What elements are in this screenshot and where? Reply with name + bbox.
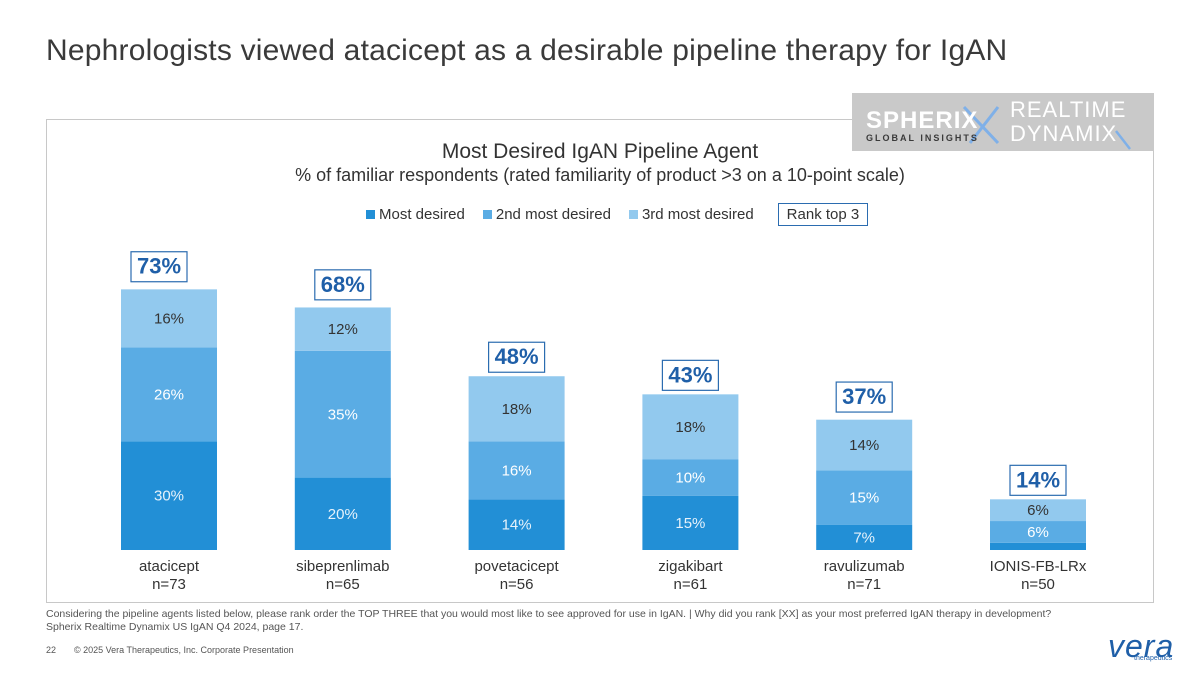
category-label: ravulizumab xyxy=(824,558,905,575)
footnote-question: Considering the pipeline agents listed b… xyxy=(46,608,1052,620)
data-label: 12% xyxy=(328,321,358,338)
bar-segment xyxy=(121,441,217,550)
data-label: 16% xyxy=(502,462,532,479)
bar-segment xyxy=(294,307,391,351)
bar-segment xyxy=(990,521,1086,543)
data-label: 20% xyxy=(328,506,358,523)
data-label: 15% xyxy=(675,515,705,532)
data-label: 7% xyxy=(853,529,875,546)
legend-label: 3rd most desired xyxy=(641,205,754,223)
bar-segment xyxy=(642,459,739,496)
total-label: 37% xyxy=(842,384,886,409)
spherix-logo: SPHERIX GLOBAL INSIGHTS REALTIME DYNAMIX xyxy=(852,93,1154,151)
chart-frame xyxy=(46,119,1154,603)
bar-segment xyxy=(294,350,391,478)
chart-subtitle: % of familiar respondents (rated familia… xyxy=(295,165,905,185)
bar-segment xyxy=(121,289,217,348)
category-label: povetacicept xyxy=(474,558,559,575)
total-label: 73% xyxy=(137,254,181,279)
legend-rank-top3: Rank top 3 xyxy=(777,202,869,226)
copyright: © 2025 Vera Therapeutics, Inc. Corporate… xyxy=(74,645,294,655)
bar-segment xyxy=(816,470,913,525)
total-box xyxy=(835,381,893,413)
total-label: 68% xyxy=(321,272,365,297)
legend-label: 2nd most desired xyxy=(495,205,611,223)
chart-legend: Most desired 2nd most desired 3rd most d… xyxy=(366,202,869,226)
data-label: 18% xyxy=(675,419,705,436)
data-label: 15% xyxy=(849,490,879,507)
logo-brand: SPHERIX xyxy=(866,107,979,134)
legend-swatch xyxy=(628,209,638,219)
data-label: 35% xyxy=(328,406,358,423)
category-label: IONIS-FB-LRx xyxy=(990,558,1087,575)
legend-label: Most desired xyxy=(379,205,465,223)
logo-brand-sub: GLOBAL INSIGHTS xyxy=(866,133,979,143)
vera-logo-sub: therapeutics xyxy=(1134,655,1173,662)
legend-swatch xyxy=(482,209,492,219)
data-label: 14% xyxy=(502,517,532,534)
sample-size-label: n=50 xyxy=(1021,576,1055,593)
bar-segment xyxy=(816,419,913,471)
total-label: 14% xyxy=(1016,467,1060,492)
logo-product-line1: REALTIME xyxy=(1010,97,1127,122)
total-box xyxy=(1009,464,1067,496)
bar-segment xyxy=(121,347,217,442)
logo-product-line2: DYNAMIX xyxy=(1010,121,1118,146)
data-label: 6% xyxy=(1027,524,1049,541)
data-label: 6% xyxy=(1027,502,1049,519)
data-label: 14% xyxy=(849,437,879,454)
bar-segment xyxy=(468,376,565,442)
total-label: 43% xyxy=(668,362,712,387)
sample-size-label: n=73 xyxy=(152,576,186,593)
x-mark-icon xyxy=(962,105,1131,150)
total-box xyxy=(488,341,546,373)
category-label: sibeprenlimab xyxy=(296,558,389,575)
vera-logo: vera xyxy=(1108,628,1175,664)
bar-segment xyxy=(468,499,565,550)
bar-segment xyxy=(990,499,1086,522)
total-label: 48% xyxy=(495,344,539,369)
legend-swatch xyxy=(366,209,375,219)
bar-segment xyxy=(294,477,391,550)
legend-item-third: 3rd most desired xyxy=(628,205,754,223)
total-box xyxy=(661,359,720,391)
data-label: 10% xyxy=(675,470,705,487)
sample-size-label: n=56 xyxy=(500,576,534,593)
footnote-source: Spherix Realtime Dynamix US IgAN Q4 2024… xyxy=(46,621,304,633)
data-label: 30% xyxy=(154,488,184,505)
bar-segment xyxy=(468,441,565,500)
bar-segment xyxy=(816,524,913,550)
data-label: 16% xyxy=(154,310,184,327)
page-number: 22 xyxy=(46,645,57,655)
bar-segment xyxy=(990,542,1086,550)
total-box xyxy=(130,251,188,283)
chart-title: Most Desired IgAN Pipeline Agent xyxy=(441,140,759,163)
data-label: 18% xyxy=(502,401,532,418)
sample-size-label: n=71 xyxy=(847,576,881,593)
category-label: zigakibart xyxy=(658,558,723,575)
sample-size-label: n=65 xyxy=(326,576,360,593)
bar-segment xyxy=(642,495,739,550)
data-label: 26% xyxy=(154,386,184,403)
legend-item-most-desired: Most desired xyxy=(366,206,465,223)
category-label: atacicept xyxy=(139,558,200,575)
page-title: Nephrologists viewed atacicept as a desi… xyxy=(46,34,1008,67)
bar-segment xyxy=(642,394,739,460)
total-box xyxy=(314,269,372,301)
legend-item-second: 2nd most desired xyxy=(482,205,611,223)
sample-size-label: n=61 xyxy=(674,576,708,593)
